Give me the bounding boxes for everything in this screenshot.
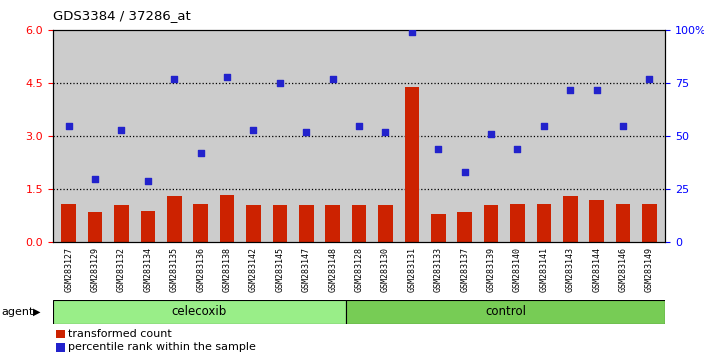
Bar	[325, 205, 340, 242]
Bar	[299, 205, 313, 242]
Bar	[220, 195, 234, 242]
Text: GSM283134: GSM283134	[144, 247, 152, 292]
Bar	[378, 205, 393, 242]
Point	[353, 123, 365, 129]
Point	[591, 87, 603, 92]
Point	[274, 80, 286, 86]
Bar	[510, 204, 524, 242]
Text: GSM283135: GSM283135	[170, 247, 179, 292]
Text: GSM283141: GSM283141	[539, 247, 548, 292]
Point	[63, 123, 75, 129]
Text: GSM283132: GSM283132	[117, 247, 126, 292]
Bar	[431, 214, 446, 242]
Text: GSM283147: GSM283147	[302, 247, 310, 292]
Point	[327, 76, 338, 82]
Point	[89, 176, 101, 182]
Bar	[53, 300, 346, 324]
Bar	[352, 205, 366, 242]
Point	[248, 127, 259, 133]
Text: GSM283142: GSM283142	[249, 247, 258, 292]
Bar	[194, 204, 208, 242]
Text: GSM283133: GSM283133	[434, 247, 443, 292]
Point	[459, 170, 470, 175]
Point	[406, 29, 417, 35]
Bar	[536, 204, 551, 242]
Text: GSM283144: GSM283144	[592, 247, 601, 292]
Point	[565, 87, 576, 92]
Point	[380, 129, 391, 135]
Text: GSM283128: GSM283128	[355, 247, 363, 292]
Point	[221, 74, 232, 80]
Bar	[114, 205, 129, 242]
Bar	[405, 87, 419, 242]
Bar	[88, 212, 102, 242]
Text: celecoxib: celecoxib	[172, 306, 227, 318]
Bar	[616, 204, 630, 242]
Text: agent: agent	[1, 307, 34, 317]
Bar	[167, 196, 182, 242]
Point	[512, 146, 523, 152]
Text: GSM283143: GSM283143	[566, 247, 574, 292]
Text: GSM283130: GSM283130	[381, 247, 390, 292]
Text: transformed count: transformed count	[68, 329, 172, 339]
Text: GSM283140: GSM283140	[513, 247, 522, 292]
Bar	[563, 196, 577, 242]
Point	[617, 123, 629, 129]
Text: GSM283148: GSM283148	[328, 247, 337, 292]
Text: GSM283127: GSM283127	[64, 247, 73, 292]
Text: percentile rank within the sample: percentile rank within the sample	[68, 342, 256, 352]
Text: control: control	[485, 306, 526, 318]
Point	[486, 131, 497, 137]
Text: GSM283139: GSM283139	[486, 247, 496, 292]
Point	[301, 129, 312, 135]
Text: GSM283136: GSM283136	[196, 247, 205, 292]
Point	[142, 178, 153, 184]
Point	[115, 127, 127, 133]
Bar	[484, 205, 498, 242]
Point	[169, 76, 180, 82]
Bar	[272, 205, 287, 242]
Point	[195, 150, 206, 156]
Text: GSM283137: GSM283137	[460, 247, 469, 292]
Text: GSM283129: GSM283129	[91, 247, 99, 292]
Bar	[141, 211, 155, 242]
Text: GSM283131: GSM283131	[408, 247, 416, 292]
Text: GSM283146: GSM283146	[619, 247, 627, 292]
Bar	[458, 212, 472, 242]
Text: GSM283145: GSM283145	[275, 247, 284, 292]
Bar	[346, 300, 665, 324]
Bar	[61, 204, 76, 242]
Point	[643, 76, 655, 82]
Point	[539, 123, 550, 129]
Bar	[642, 204, 657, 242]
Text: GSM283149: GSM283149	[645, 247, 654, 292]
Bar	[589, 200, 604, 242]
Text: GDS3384 / 37286_at: GDS3384 / 37286_at	[53, 9, 191, 22]
Text: ▶: ▶	[33, 307, 41, 317]
Text: GSM283138: GSM283138	[222, 247, 232, 292]
Bar	[246, 205, 260, 242]
Point	[432, 146, 444, 152]
